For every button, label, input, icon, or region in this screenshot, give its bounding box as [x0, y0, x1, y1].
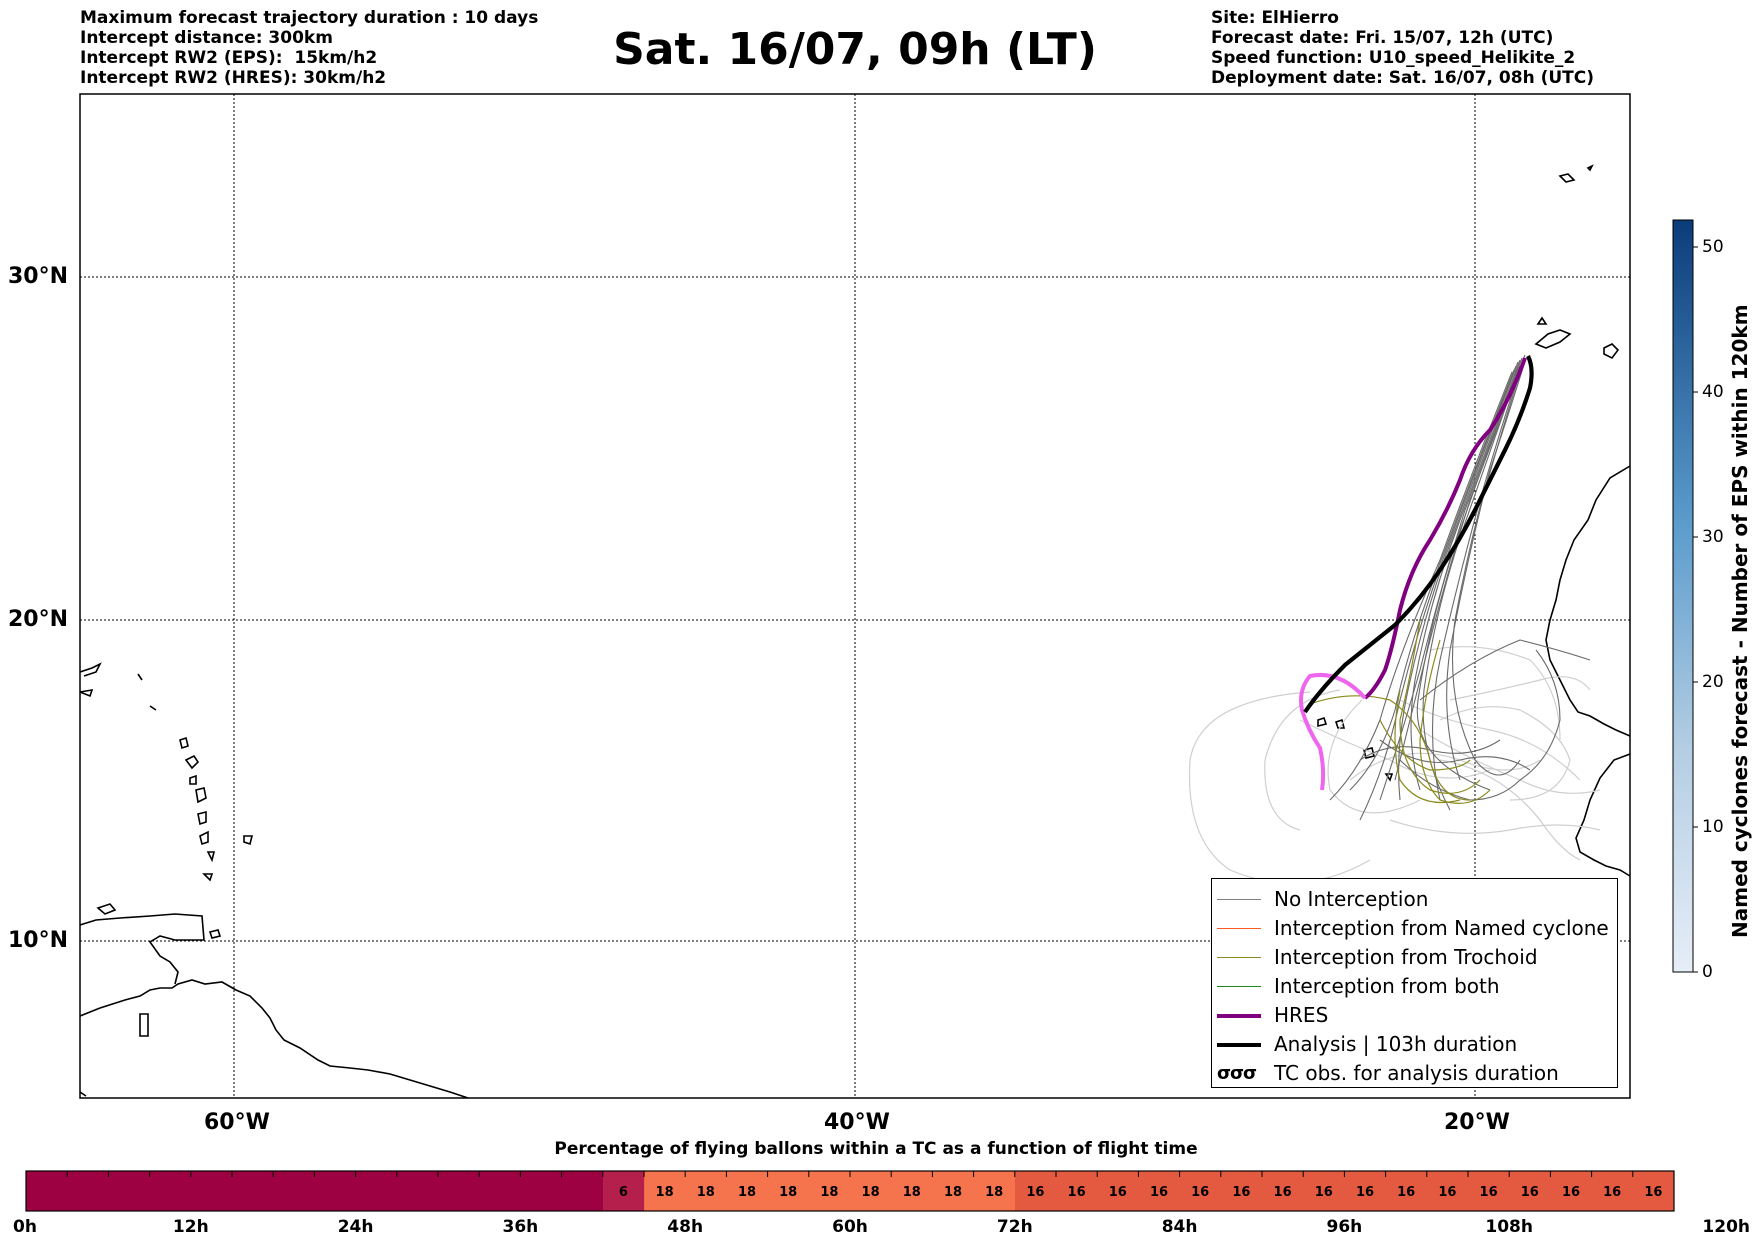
legend-label: Interception from both	[1274, 974, 1500, 998]
timebar-cell-value: 6	[619, 1185, 628, 1200]
forecast-date-text: Forecast date: Fri. 15/07, 12h (UTC)	[1211, 28, 1554, 48]
deployment-date-text: Deployment date: Sat. 16/07, 08h (UTC)	[1211, 68, 1595, 88]
legend-item-hres: HRES	[1212, 1001, 1617, 1030]
timebar-cell-value: 18	[903, 1185, 921, 1200]
legend-swatch	[1217, 957, 1261, 958]
intercept-hres-text: Intercept RW2 (HRES): 30km/h2	[80, 68, 387, 88]
lon-label-40w: 40°W	[824, 1110, 890, 1135]
timebar-time-label: 0h	[13, 1217, 37, 1237]
legend-item-both: Interception from both	[1212, 972, 1617, 1001]
header-left-info: Maximum forecast trajectory duration : 1…	[80, 8, 538, 88]
map-frame	[79, 93, 1631, 1099]
colorbar-tick-10: 10	[1702, 817, 1724, 837]
timebar-cell-value: 16	[1397, 1185, 1415, 1200]
legend-label: HRES	[1274, 1003, 1329, 1027]
timebar-time-label: 24h	[337, 1217, 374, 1237]
intercept-eps-text: Intercept RW2 (EPS): 15km/h2	[80, 48, 378, 68]
timebar-cell-value: 16	[1603, 1185, 1621, 1200]
coastlines	[80, 164, 1630, 1098]
timebar-time-label: 48h	[667, 1217, 704, 1237]
timebar-cell-value: 18	[820, 1185, 838, 1200]
timebar-cell-value: 18	[944, 1185, 962, 1200]
legend-item-named-cyclone: Interception from Named cyclone	[1212, 914, 1617, 943]
legend-swatch	[1217, 899, 1261, 900]
colorbar-tick-30: 30	[1702, 527, 1724, 547]
lat-label-20n: 20°N	[8, 607, 69, 632]
colorbar	[1672, 219, 1698, 973]
intercept-distance-text: Intercept distance: 300km	[80, 28, 333, 48]
timebar-cell-value: 16	[1644, 1185, 1662, 1200]
timebar-cell-value: 16	[1438, 1185, 1456, 1200]
legend-swatch	[1217, 986, 1261, 987]
timebar-cell-value: 16	[1191, 1185, 1209, 1200]
timebar-cell-value: 16	[1480, 1185, 1498, 1200]
timebar-time-label: 72h	[996, 1217, 1033, 1237]
eps-tracks-dark	[1329, 354, 1591, 821]
legend-item-trochoid: Interception from Trochoid	[1212, 943, 1617, 972]
colorbar-label: Named cyclones forecast - Number of EPS …	[1728, 304, 1752, 938]
timebar-cell-value: 16	[1315, 1185, 1333, 1200]
timebar-time-label: 36h	[502, 1217, 539, 1237]
timebar-cell-value: 18	[985, 1185, 1003, 1200]
timebar-cell-value: 16	[1068, 1185, 1086, 1200]
legend-swatch	[1217, 1043, 1261, 1047]
legend-swatch	[1217, 928, 1261, 929]
tc-symbol-icon: σσσ	[1217, 1063, 1257, 1084]
timebar-time-label: 120h	[1702, 1217, 1750, 1237]
legend-label: TC obs. for analysis duration	[1274, 1061, 1559, 1085]
timebar-cell-value: 16	[1232, 1185, 1250, 1200]
lon-label-20w: 20°W	[1444, 1110, 1510, 1135]
hres-track-late	[1299, 673, 1367, 791]
speed-function-text: Speed function: U10_speed_Helikite_2	[1211, 48, 1576, 68]
timebar: 6 18 18 18 18 18 18 18 18 18 16 16 16 16 16 16 16 16 16 16 1…	[25, 1170, 1675, 1212]
timebar-time-label: 84h	[1161, 1217, 1198, 1237]
timebar-cell-value: 16	[1109, 1185, 1127, 1200]
page-title: Sat. 16/07, 09h (LT)	[613, 24, 1097, 75]
legend-label: No Interception	[1274, 887, 1429, 911]
colorbar-ticks	[1693, 246, 1698, 973]
timebar-cell-value: 16	[1150, 1185, 1168, 1200]
timebar-time-label: 60h	[832, 1217, 868, 1237]
timebar-cell-value: 16	[1521, 1185, 1539, 1200]
legend-item-analysis: Analysis | 103h duration	[1212, 1030, 1617, 1059]
analysis-track	[1303, 355, 1534, 714]
colorbar-tick-40: 40	[1702, 382, 1724, 402]
legend-item-no-interception: No Interception	[1212, 885, 1617, 914]
timebar-cell-value: 16	[1274, 1185, 1292, 1200]
site-text: Site: ElHierro	[1211, 8, 1339, 28]
timebar-time-label: 108h	[1485, 1217, 1533, 1237]
timebar-time-label: 96h	[1326, 1217, 1363, 1237]
timebar-cell-value: 16	[1356, 1185, 1374, 1200]
legend-label: Analysis | 103h duration	[1274, 1032, 1518, 1056]
timebar-cell-value: 18	[656, 1185, 674, 1200]
timebar-time-label: 12h	[172, 1217, 209, 1237]
max-duration-text: Maximum forecast trajectory duration : 1…	[80, 8, 539, 28]
legend-item-tc-obs: σσσ TC obs. for analysis duration	[1212, 1059, 1617, 1088]
lat-label-10n: 10°N	[8, 928, 69, 953]
timebar-title: Percentage of flying ballons within a TC…	[554, 1139, 1198, 1159]
legend-swatch	[1217, 1014, 1261, 1018]
timebar-cell-value: 18	[862, 1185, 880, 1200]
timebar-cell-value: 16	[1562, 1185, 1580, 1200]
colorbar-tick-50: 50	[1702, 237, 1724, 257]
colorbar-tick-0: 0	[1702, 962, 1713, 982]
legend-label: Interception from Trochoid	[1274, 945, 1538, 969]
legend: No Interception Interception from Named …	[1211, 878, 1618, 1088]
legend-label: Interception from Named cyclone	[1274, 916, 1609, 940]
hres-track	[1363, 357, 1527, 700]
map-area	[80, 94, 1630, 1098]
header-right-info: Site: ElHierro Forecast date: Fri. 15/07…	[1211, 8, 1594, 88]
timebar-cell-value: 18	[697, 1185, 715, 1200]
lon-label-60w: 60°W	[204, 1110, 270, 1135]
timebar-cell-value: 16	[1026, 1185, 1044, 1200]
colorbar-tick-20: 20	[1702, 672, 1724, 692]
eps-tracks-trochoid	[1309, 619, 1491, 804]
lat-label-30n: 30°N	[8, 264, 69, 289]
timebar-cell-value: 18	[779, 1185, 797, 1200]
eps-tracks-no-interception	[1188, 646, 1601, 884]
timebar-cell-value: 18	[738, 1185, 756, 1200]
